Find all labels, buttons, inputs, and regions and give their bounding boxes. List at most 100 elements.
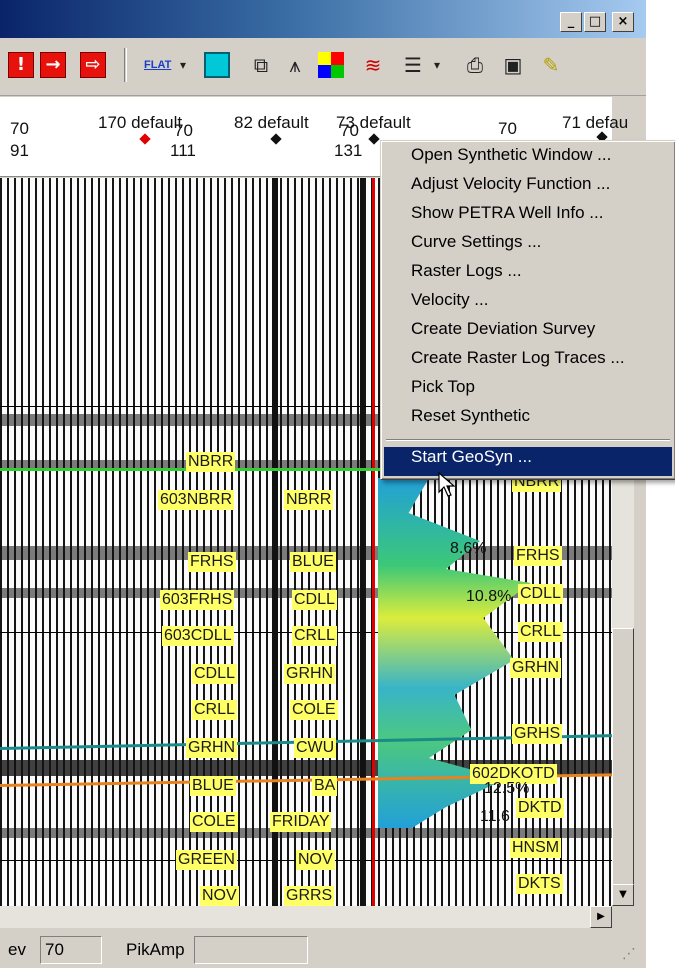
porosity-annotation: 10.8% bbox=[466, 588, 512, 605]
arrow-right-red-icon[interactable]: ⇨ bbox=[80, 52, 106, 78]
color-palette-icon[interactable] bbox=[318, 52, 344, 78]
list-icon[interactable]: ☰ bbox=[404, 53, 422, 77]
formation-label[interactable]: COLE bbox=[190, 812, 238, 832]
menu-item-create-deviation-survey[interactable]: Create Deviation Survey bbox=[411, 319, 596, 338]
windows-icon[interactable]: ⧉ bbox=[253, 53, 269, 77]
well-label[interactable]: 73 default bbox=[336, 113, 411, 132]
horizons-icon[interactable]: ≋ bbox=[364, 53, 382, 77]
porosity-annotation: 8.6% bbox=[450, 540, 487, 557]
mouse-cursor-icon bbox=[438, 472, 456, 497]
formation-label[interactable]: FRHS bbox=[514, 546, 562, 566]
cyan-square-icon[interactable] bbox=[204, 52, 230, 78]
porosity-annotation: 12.5% bbox=[484, 780, 530, 797]
formation-label[interactable]: NOV bbox=[200, 886, 239, 906]
scroll-down-button[interactable]: ▼ bbox=[612, 884, 634, 906]
formation-label[interactable]: GRHN bbox=[186, 738, 238, 758]
formation-label[interactable]: CRLL bbox=[192, 700, 237, 720]
menu-item-show-petra-well-info[interactable]: Show PETRA Well Info ... bbox=[411, 203, 604, 222]
well-marker-red[interactable] bbox=[139, 133, 151, 145]
formation-label[interactable]: COLE bbox=[290, 700, 338, 720]
close-button[interactable]: × bbox=[612, 12, 634, 32]
menu-item-adjust-velocity-function[interactable]: Adjust Velocity Function ... bbox=[411, 174, 611, 193]
stop-red-icon[interactable]: ! bbox=[8, 52, 34, 78]
trace-number: 111 bbox=[170, 141, 196, 160]
porosity-annotation: 11.6 bbox=[480, 808, 510, 825]
formation-label[interactable]: 603CDLL bbox=[162, 626, 234, 646]
formation-label[interactable]: BLUE bbox=[190, 776, 236, 796]
formation-label[interactable]: GRRS bbox=[284, 886, 335, 906]
well-label[interactable]: 170 default bbox=[98, 113, 183, 132]
formation-label[interactable]: CDLL bbox=[192, 664, 237, 684]
minimize-button[interactable]: _ bbox=[560, 12, 582, 32]
title-bar[interactable]: _ □ × bbox=[0, 0, 646, 38]
well-elevation: 70 bbox=[340, 121, 359, 140]
status-bar: ev 70 PikAmp ⋰ bbox=[0, 930, 646, 968]
formation-label[interactable]: BLUE bbox=[290, 552, 336, 572]
scroll-thumb[interactable] bbox=[612, 628, 634, 900]
formation-label[interactable]: DKTS bbox=[516, 874, 563, 894]
toolbar: ! → ⇨ FLAT ▾ ⧉ ⩚ ≋ ☰ ▾ ⎙ ▣ ✎ bbox=[0, 38, 646, 96]
formation-label[interactable]: FRIDAY bbox=[270, 812, 332, 832]
pikamp-field bbox=[194, 936, 308, 964]
formation-label[interactable]: GRHN bbox=[510, 658, 562, 678]
reflector-band bbox=[0, 828, 612, 838]
formation-label[interactable]: 603FRHS bbox=[160, 590, 235, 610]
formation-label[interactable]: GREEN bbox=[176, 850, 237, 870]
resize-grip-icon[interactable]: ⋰ bbox=[622, 946, 636, 962]
horizontal-scrollbar[interactable]: ▶ bbox=[0, 906, 612, 928]
formation-label[interactable]: 603NBRR bbox=[158, 490, 235, 510]
well-line-red bbox=[372, 178, 375, 906]
well-trace bbox=[360, 178, 364, 906]
well-marker[interactable] bbox=[270, 133, 282, 145]
printer-icon[interactable]: ⎙ bbox=[467, 53, 483, 77]
dropdown-icon[interactable]: ▾ bbox=[179, 58, 187, 72]
maximize-button[interactable]: □ bbox=[584, 12, 606, 32]
well-elevation: 70 bbox=[498, 119, 517, 138]
toolbar-separator bbox=[124, 48, 127, 82]
elevation-field: 70 bbox=[40, 936, 102, 964]
formation-label[interactable]: FRHS bbox=[188, 552, 236, 572]
context-menu: Open Synthetic Window ... Adjust Velocit… bbox=[380, 140, 675, 480]
menu-item-reset-synthetic[interactable]: Reset Synthetic bbox=[411, 406, 531, 425]
formation-label[interactable]: 602DKOTD bbox=[470, 764, 557, 784]
menu-item-create-raster-log-traces[interactable]: Create Raster Log Traces ... bbox=[411, 348, 625, 367]
formation-label[interactable]: CDLL bbox=[518, 584, 563, 604]
well-elevation: 70 bbox=[10, 119, 29, 138]
formation-label[interactable]: NBRR bbox=[284, 490, 334, 510]
menu-item-curve-settings[interactable]: Curve Settings ... bbox=[411, 232, 542, 251]
formation-label[interactable]: GRHN bbox=[284, 664, 336, 684]
flat-icon[interactable]: FLAT bbox=[144, 59, 172, 71]
reflector-band bbox=[0, 460, 612, 470]
formation-label[interactable]: HNSM bbox=[510, 838, 562, 858]
well-label[interactable]: 82 default bbox=[234, 113, 309, 132]
menu-item-start-geosyn[interactable]: Start GeoSyn ... bbox=[384, 447, 672, 476]
well-elevation: 70 bbox=[174, 121, 193, 140]
formation-label[interactable]: CDLL bbox=[292, 590, 337, 610]
formation-label[interactable]: CRLL bbox=[518, 622, 563, 642]
elevation-label: ev bbox=[8, 940, 26, 959]
menu-item-raster-logs[interactable]: Raster Logs ... bbox=[411, 261, 522, 280]
formation-label[interactable]: CRLL bbox=[292, 626, 337, 646]
arrow-right-red-icon[interactable]: → bbox=[40, 52, 66, 78]
well-trace bbox=[272, 178, 278, 906]
menu-item-open-synthetic-window[interactable]: Open Synthetic Window ... bbox=[411, 145, 612, 164]
well-marker[interactable] bbox=[368, 133, 380, 145]
formation-label[interactable]: GRHS bbox=[512, 724, 563, 744]
menu-separator bbox=[386, 439, 670, 441]
menu-item-velocity[interactable]: Velocity ... bbox=[411, 290, 489, 309]
well-label[interactable]: 71 defau bbox=[562, 113, 629, 132]
trace-number: 91 bbox=[10, 141, 29, 160]
dropdown-icon[interactable]: ▾ bbox=[433, 58, 441, 72]
grid-line bbox=[0, 406, 612, 407]
formation-label[interactable]: NBRR bbox=[186, 452, 236, 472]
trace-number: 131 bbox=[334, 141, 363, 160]
tower-icon[interactable]: ⩚ bbox=[289, 53, 301, 77]
scroll-right-button[interactable]: ▶ bbox=[590, 906, 612, 928]
formation-label[interactable]: CWU bbox=[294, 738, 337, 758]
save-icon[interactable]: ▣ bbox=[503, 53, 523, 77]
ruler-icon[interactable]: ✎ bbox=[542, 53, 560, 77]
formation-label[interactable]: BA bbox=[312, 776, 338, 796]
formation-label[interactable]: DKTD bbox=[516, 798, 564, 818]
formation-label[interactable]: NOV bbox=[296, 850, 335, 870]
menu-item-pick-top[interactable]: Pick Top bbox=[411, 377, 475, 396]
